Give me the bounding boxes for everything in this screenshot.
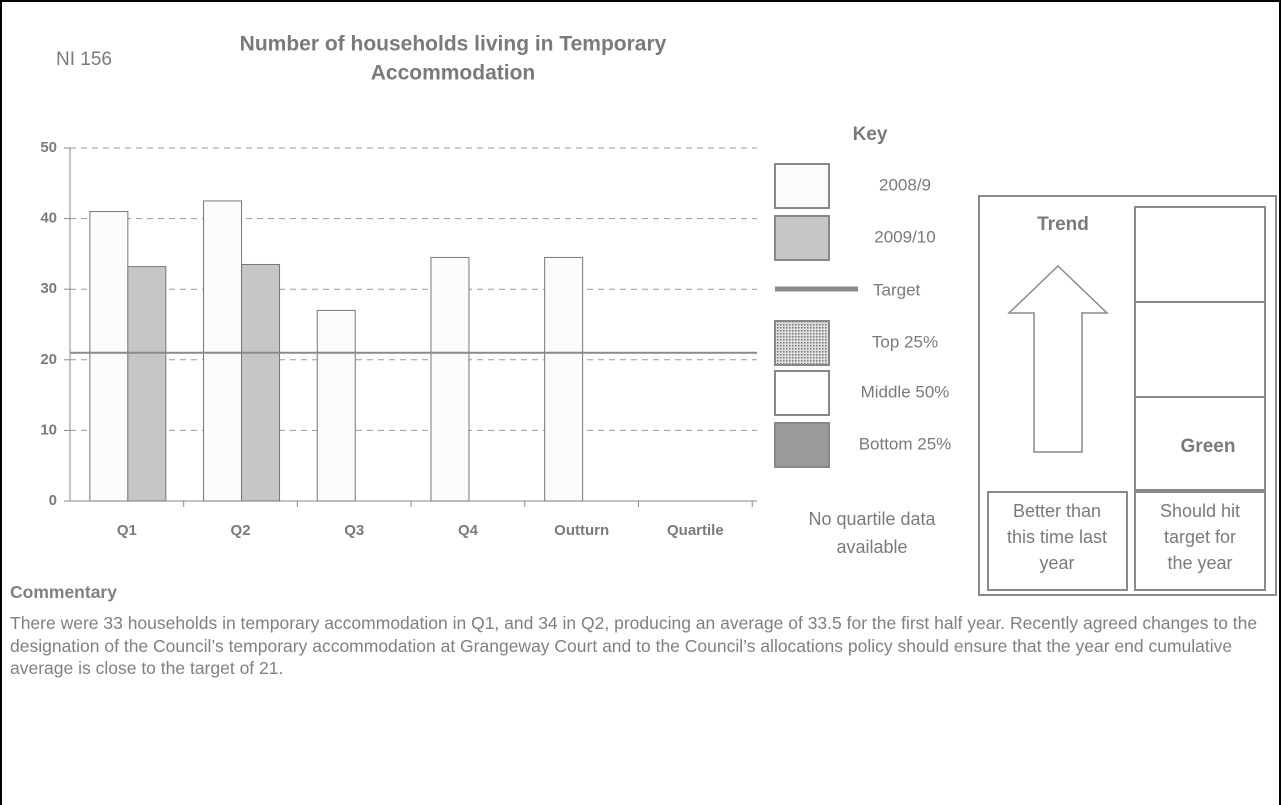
key-title: Key bbox=[853, 124, 888, 145]
legend-label: Top 25% bbox=[872, 332, 938, 351]
legend-label: Middle 50% bbox=[861, 382, 950, 401]
trend-title: Trend bbox=[1037, 214, 1089, 235]
y-tick-label: 0 bbox=[49, 492, 57, 509]
commentary-text: There were 33 households in temporary ac… bbox=[10, 613, 1258, 678]
y-tick-label: 40 bbox=[40, 210, 57, 227]
quartile-note: No quartile data bbox=[808, 509, 936, 529]
bar bbox=[89, 211, 129, 502]
legend-label: 2009/10 bbox=[874, 227, 935, 246]
chart-title: Accommodation bbox=[371, 62, 536, 85]
y-tick-label: 30 bbox=[40, 280, 57, 297]
target-text: the year bbox=[1167, 553, 1232, 573]
bar bbox=[430, 256, 470, 502]
legend-swatch bbox=[774, 163, 830, 209]
legend-swatch bbox=[774, 422, 830, 468]
x-tick-label: Q1 bbox=[117, 522, 137, 539]
rating-box bbox=[1134, 301, 1266, 398]
legend-swatch bbox=[774, 320, 830, 366]
target-box bbox=[1134, 491, 1266, 591]
x-tick-label: Outturn bbox=[554, 522, 609, 539]
x-tick-label: Q3 bbox=[344, 522, 364, 539]
y-tick-label: 50 bbox=[40, 139, 57, 156]
trend-text: Better than bbox=[1013, 501, 1101, 521]
target-text: Should hit bbox=[1160, 501, 1240, 521]
trend-text: this time last bbox=[1007, 527, 1107, 547]
y-tick-label: 20 bbox=[40, 351, 57, 368]
trend-text: year bbox=[1039, 553, 1074, 573]
legend-label: Target bbox=[873, 280, 921, 299]
indicator-code: NI 156 bbox=[56, 49, 112, 70]
x-tick-label: Q2 bbox=[231, 522, 251, 539]
y-tick-label: 10 bbox=[40, 421, 57, 438]
rating-box bbox=[1134, 396, 1266, 491]
quartile-note: available bbox=[836, 537, 907, 557]
target-text: target for bbox=[1164, 527, 1236, 547]
chart-title: Number of households living in Temporary bbox=[240, 33, 667, 56]
bar bbox=[544, 256, 584, 502]
legend-label: Bottom 25% bbox=[859, 434, 952, 453]
bar bbox=[127, 266, 167, 502]
legend-swatch bbox=[774, 370, 830, 416]
status-panel bbox=[978, 195, 1277, 596]
bar bbox=[241, 263, 281, 502]
trend-arrow bbox=[1007, 264, 1109, 453]
x-tick-label: Q4 bbox=[458, 522, 479, 539]
x-tick-label: Quartile bbox=[667, 522, 724, 539]
legend-swatch bbox=[774, 215, 830, 261]
bar bbox=[203, 200, 243, 502]
rating-box bbox=[1134, 206, 1266, 303]
legend-label: 2008/9 bbox=[879, 175, 931, 194]
commentary-heading: Commentary bbox=[10, 582, 117, 602]
rating: Green bbox=[1181, 436, 1236, 457]
bar bbox=[316, 309, 356, 502]
trend-box bbox=[987, 491, 1128, 591]
